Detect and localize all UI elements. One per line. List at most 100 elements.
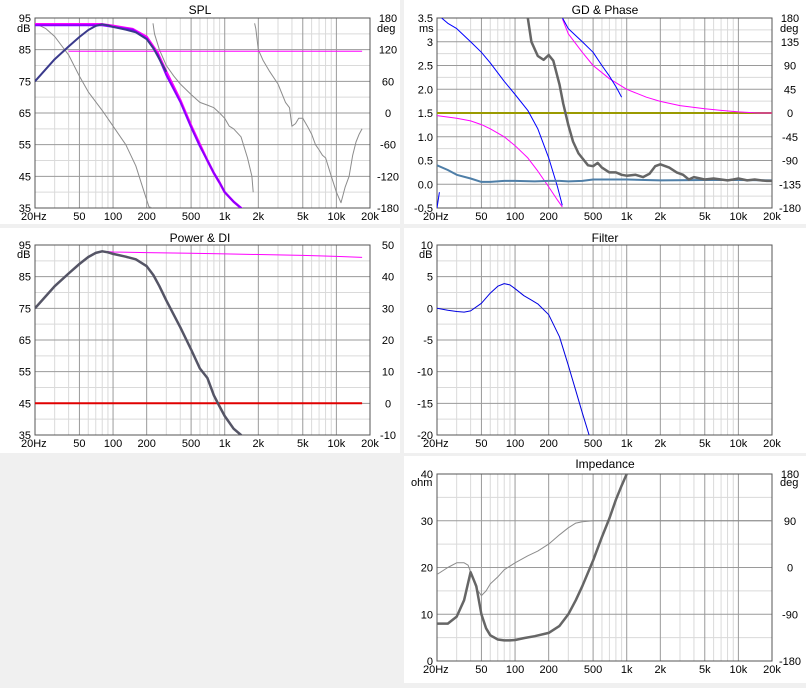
y-tick-label: -10 [417,367,433,379]
x-tick-label: 2k [655,664,667,676]
spl-right-unit: deg [377,23,395,35]
y-tick-label: 10 [421,609,433,621]
y2-tick-label: 60 [382,76,394,88]
x-tick-label: 1k [219,211,231,223]
power-di-left-unit: dB [17,249,30,261]
x-tick-label: 50 [73,438,85,450]
x-tick-label: 20Hz [423,211,449,223]
spl-chart-title: SPL [189,3,212,17]
x-tick-label: 1k [621,664,633,676]
x-tick-label: 2k [253,438,265,450]
y2-tick-label: 0 [385,398,391,410]
filter-chart-title: Filter [592,231,619,245]
x-tick-label: 20k [763,664,781,676]
series-line [102,250,363,258]
y-tick-label: 85 [19,272,31,284]
y2-tick-label: 45 [784,84,796,96]
x-tick-label: 100 [506,211,524,223]
power-di-plot: 20Hz 50 100 200 500 1k 2k 5k 10k 20k9585756555453… [19,240,396,450]
x-tick-label: 1k [621,438,633,450]
y-tick-label: 65 [19,108,31,120]
power-di-chart-title: Power & DI [170,231,231,245]
y2-tick-label: -90 [782,156,798,168]
plot-frame [34,244,371,436]
series-line [437,18,772,208]
x-tick-label: 20k [763,438,781,450]
y-tick-label: 3 [427,37,433,49]
x-tick-label: 2k [253,211,265,223]
series-line [35,23,168,82]
x-tick-label: 200 [539,664,557,676]
series-line [437,283,590,435]
x-tick-label: 1k [219,438,231,450]
x-tick-label: 1k [621,211,633,223]
impedance-panel: Impedance ohm deg 20Hz 50 100 200 500 1k 2k 5k 1… [404,456,806,683]
series-line [437,164,772,183]
power-di-panel: Power & DI dB 20Hz 50 100 200 500 1k 2k 5k 10k 20… [0,228,400,453]
y-tick-label: 95 [19,13,31,25]
y2-tick-label: -45 [782,132,798,144]
filter-chart: Filter dB 20Hz 50 100 200 500 1k 2k 5k 10k 20k105… [417,231,781,450]
y2-tick-label: 0 [787,108,793,120]
series-line [526,18,772,183]
x-tick-label: 100 [104,438,122,450]
y-tick-label: -5 [423,335,433,347]
x-tick-label: 100 [506,438,524,450]
x-tick-label: 500 [182,438,200,450]
x-tick-label: 10k [328,438,346,450]
x-tick-label: 20Hz [21,211,47,223]
spl-plot: 20Hz 50 100 200 500 1k 2k 5k 10k 20k 95 85 75 65 55 45 3… [19,13,399,223]
spl-left-unit: dB [17,23,30,35]
x-tick-label: 50 [475,438,487,450]
y-tick-label: 0.5 [418,156,433,168]
gd-phase-chart-title: GD & Phase [572,3,639,17]
series-line [437,18,623,208]
y-tick-label: 55 [19,367,31,379]
x-tick-label: 10k [730,438,748,450]
y2-tick-label: 0 [787,563,793,575]
y2-tick-label: -180 [779,656,801,668]
x-tick-label: 500 [584,664,602,676]
y2-tick-label: -60 [380,140,396,152]
y-tick-label: -15 [417,398,433,410]
power-di-chart: Power & DI dB 20Hz 50 100 200 500 1k 2k 5k 10k 20… [17,231,396,450]
y2-tick-label: -180 [779,203,801,215]
x-tick-label: 20Hz [423,438,449,450]
y-tick-label: 3.5 [418,13,433,25]
spl-chart: SPL dB deg 20Hz 50 100 200 500 1k 2k 5k 10k 20k 95… [17,3,399,223]
series-line [35,250,243,435]
x-tick-label: 100 [104,211,122,223]
y2-tick-label: 0 [385,108,391,120]
y-tick-label: 0 [427,303,433,315]
x-tick-label: 20Hz [423,664,449,676]
plot-frame [436,244,773,436]
plot-frame [34,17,371,209]
impedance-chart-title: Impedance [575,457,635,471]
y2-tick-label: 180 [379,13,397,25]
y-tick-label: 1.0 [418,132,433,144]
spl-panel: SPL dB deg 20Hz 50 100 200 500 1k 2k 5k 10k 20k 95… [0,0,400,224]
y2-tick-label: -10 [380,430,396,442]
x-tick-label: 10k [730,211,748,223]
y-tick-label: 55 [19,140,31,152]
x-tick-label: 20k [763,211,781,223]
y2-tick-label: 10 [382,367,394,379]
y-tick-label: 40 [421,469,433,481]
impedance-chart: Impedance ohm deg 20Hz 50 100 200 500 1k 2k 5k 1… [411,457,801,676]
x-tick-label: 100 [506,664,524,676]
x-tick-label: 20Hz [21,438,47,450]
y-tick-label: 1.5 [418,108,433,120]
x-tick-label: 50 [475,664,487,676]
y-tick-label: 95 [19,240,31,252]
plot-frame [436,473,773,662]
x-tick-label: 5k [297,211,309,223]
series-line [35,22,363,208]
y-tick-label: -0.5 [414,203,433,215]
y-tick-label: 0 [427,656,433,668]
y2-tick-label: -135 [779,179,801,191]
filter-plot: 20Hz 50 100 200 500 1k 2k 5k 10k 20k1050-5-10-15-… [417,240,781,450]
impedance-plot: 20Hz 50 100 200 500 1k 2k 5k 10k 20k4030201001809… [421,469,801,676]
y2-tick-label: -180 [377,203,399,215]
x-tick-label: 200 [137,211,155,223]
x-tick-label: 500 [584,438,602,450]
